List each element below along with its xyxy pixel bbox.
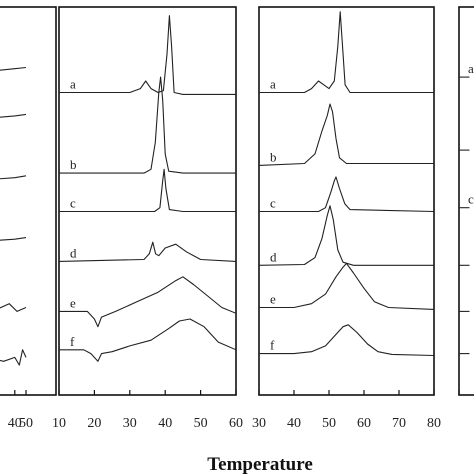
trace-label-b: b <box>270 149 277 164</box>
panel-partial-right: ac <box>458 6 474 396</box>
trace-label-d: d <box>270 249 277 264</box>
series-line-c <box>259 176 434 213</box>
trace-label-f: f <box>70 334 75 349</box>
x-tick-label: 50 <box>19 416 33 431</box>
series-line-e <box>259 262 434 310</box>
panel-middle-right: 30 40 50 60 70 80 a b c d e f <box>252 6 441 431</box>
trace-label-b: b <box>70 157 77 172</box>
series-line <box>0 175 27 180</box>
series-line <box>0 66 27 71</box>
x-tick-label: 50 <box>194 416 208 431</box>
x-tick-label: 40 <box>287 416 301 431</box>
panel-frame <box>58 6 237 396</box>
series-line <box>0 303 27 312</box>
x-tick-label: 30 <box>123 416 137 431</box>
x-tick-label: 80 <box>427 416 441 431</box>
series-line <box>0 113 27 118</box>
series-line-a <box>259 11 434 94</box>
series-line-a <box>59 15 236 95</box>
x-tick-label: 30 <box>252 416 266 431</box>
trace-label-a: a <box>270 76 276 91</box>
trace-label-c: c <box>70 196 76 211</box>
x-tick-label: 20 <box>87 416 101 431</box>
series-line-f <box>59 318 236 362</box>
panel-frame <box>258 6 435 396</box>
series-line-d <box>59 241 236 262</box>
panel-middle-left: 10 20 30 40 50 60 a b c d e f <box>52 6 243 431</box>
trace-label-f: f <box>270 338 275 353</box>
x-axis-title: Temperature <box>207 454 313 474</box>
x-tick-label: 10 <box>52 416 66 431</box>
x-tick-label: 60 <box>357 416 371 431</box>
x-tick-label: 40 <box>8 416 22 431</box>
trace-label-a: a <box>468 61 474 76</box>
series-line <box>0 349 27 366</box>
trace-label-e: e <box>70 295 76 310</box>
x-tick-label: 60 <box>229 416 243 431</box>
series-line-f <box>259 324 434 357</box>
trace-label-e: e <box>270 292 276 307</box>
series-line-c <box>59 168 236 213</box>
x-tick-label: 50 <box>322 416 336 431</box>
trace-label-d: d <box>70 245 77 260</box>
series-line-e <box>59 276 236 328</box>
series-line <box>0 237 27 241</box>
trace-label-a: a <box>70 76 76 91</box>
trace-label-c: c <box>270 196 276 211</box>
series-line-b <box>59 76 236 174</box>
trace-label-c: c <box>468 192 474 207</box>
panel-frame <box>458 6 474 396</box>
x-tick-label: 70 <box>392 416 406 431</box>
x-tick-label: 40 <box>158 416 172 431</box>
panel-frame <box>0 6 57 396</box>
series-line-b <box>259 103 434 166</box>
